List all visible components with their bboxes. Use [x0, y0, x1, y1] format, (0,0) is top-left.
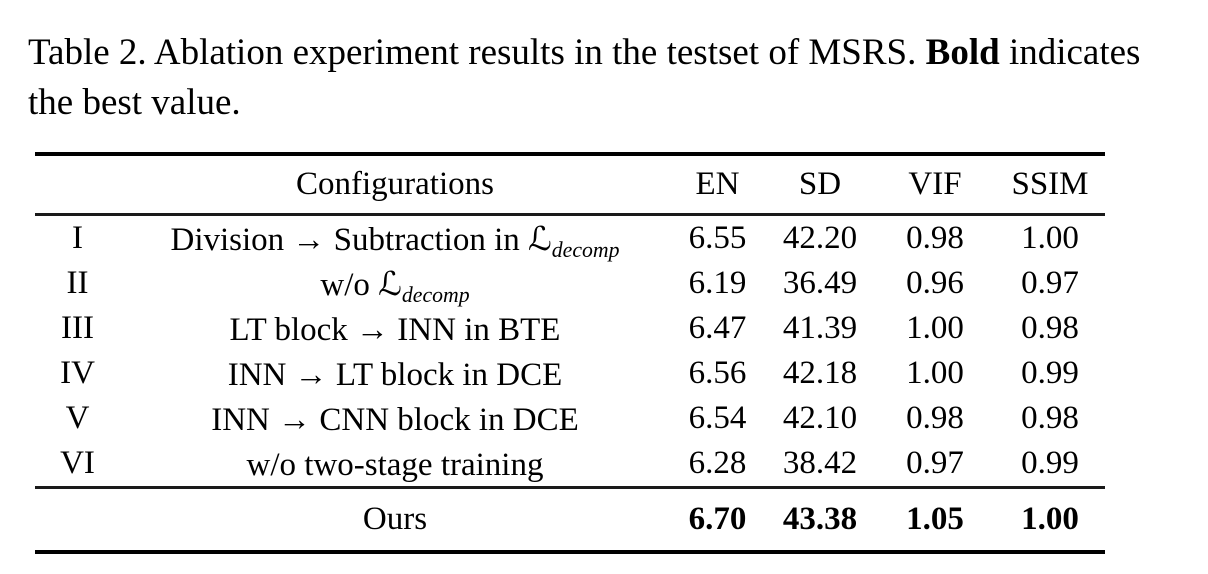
cell-en: 6.47	[688, 310, 747, 346]
cell-ssim: 0.98	[1021, 400, 1079, 436]
cell-sd: 42.20	[782, 220, 858, 256]
cell-ssim: 0.99	[1021, 355, 1079, 391]
cell-en: 6.54	[688, 400, 747, 436]
cell-sd: 38.42	[782, 445, 858, 481]
row-id: III	[61, 310, 94, 346]
row-config: w/o two-stage training	[246, 446, 544, 483]
cell-vif: 1.00	[906, 310, 964, 346]
row-id-blank	[35, 488, 120, 553]
table-row-ours: Ours 6.70 43.38 1.05 1.00	[35, 488, 1105, 553]
caption-text: Table 2. Ablation experiment results in …	[28, 32, 926, 73]
row-id: IV	[60, 355, 95, 391]
cell-vif: 0.97	[906, 445, 964, 481]
cell-vif: 0.98	[906, 220, 964, 256]
cell-en: 6.55	[688, 220, 747, 256]
cell-en: 6.56	[688, 355, 747, 391]
caption-text-line2: indicates the best value.	[28, 32, 1141, 123]
table-row: I Division → Subtraction in ℒdecomp 6.55…	[35, 215, 1105, 262]
cell-vif: 0.96	[906, 265, 964, 301]
table-row: III LT block → INN in BTE 6.47 41.39 1.0…	[35, 306, 1105, 351]
row-id: I	[72, 220, 83, 256]
cell-sd-best: 43.38	[782, 501, 858, 537]
cell-sd: 41.39	[782, 310, 858, 346]
header-vif: VIF	[908, 166, 962, 202]
cell-en-best: 6.70	[688, 501, 747, 537]
row-config-ours: Ours	[362, 501, 428, 537]
cell-en: 6.19	[688, 265, 747, 301]
row-config: INN → CNN block in DCE	[211, 401, 579, 438]
math-script-L: ℒ	[378, 263, 402, 303]
ablation-table-container: Configurations EN SD VIF SSIM I Division…	[35, 152, 1105, 554]
math-subscript: decomp	[551, 237, 620, 262]
row-config: w/o ℒdecomp	[320, 263, 470, 307]
math-subscript: decomp	[401, 282, 470, 307]
header-sd: SD	[798, 166, 842, 202]
table-row: IV INN → LT block in DCE 6.56 42.18 1.00…	[35, 351, 1105, 396]
cell-vif: 0.98	[906, 400, 964, 436]
header-id-blank	[35, 154, 120, 215]
table-summary-row: Ours 6.70 43.38 1.05 1.00	[35, 488, 1105, 553]
cell-en: 6.28	[688, 445, 747, 481]
cell-sd: 36.49	[782, 265, 858, 301]
ablation-results-table: Configurations EN SD VIF SSIM I Division…	[35, 152, 1105, 554]
header-configurations: Configurations	[296, 166, 494, 202]
row-config: LT block → INN in BTE	[229, 311, 561, 348]
header-ssim: SSIM	[1011, 166, 1089, 202]
row-id: VI	[60, 445, 95, 481]
caption-bold-word: Bold	[925, 32, 1000, 73]
header-en: EN	[695, 166, 740, 202]
cell-ssim: 0.98	[1021, 310, 1079, 346]
cell-sd: 42.18	[782, 355, 858, 391]
table-row: II w/o ℒdecomp 6.19 36.49 0.96 0.97	[35, 261, 1105, 306]
row-config: INN → LT block in DCE	[227, 356, 563, 393]
cell-ssim: 1.00	[1021, 220, 1079, 256]
table-row: V INN → CNN block in DCE 6.54 42.10 0.98…	[35, 396, 1105, 441]
row-config: Division → Subtraction in ℒdecomp	[170, 218, 620, 262]
math-script-L: ℒ	[528, 218, 552, 258]
table-header-row: Configurations EN SD VIF SSIM	[35, 154, 1105, 215]
row-id: II	[66, 265, 89, 301]
cell-vif: 1.00	[906, 355, 964, 391]
row-id: V	[65, 400, 90, 436]
cell-ssim-best: 1.00	[1021, 501, 1079, 537]
cell-ssim: 0.97	[1021, 265, 1079, 301]
cell-ssim: 0.99	[1021, 445, 1079, 481]
cell-vif-best: 1.05	[906, 501, 964, 537]
cell-sd: 42.10	[782, 400, 858, 436]
table-row: VI w/o two-stage training 6.28 38.42 0.9…	[35, 441, 1105, 488]
table-caption: Table 2. Ablation experiment results in …	[28, 28, 1188, 128]
table-body: I Division → Subtraction in ℒdecomp 6.55…	[35, 215, 1105, 488]
